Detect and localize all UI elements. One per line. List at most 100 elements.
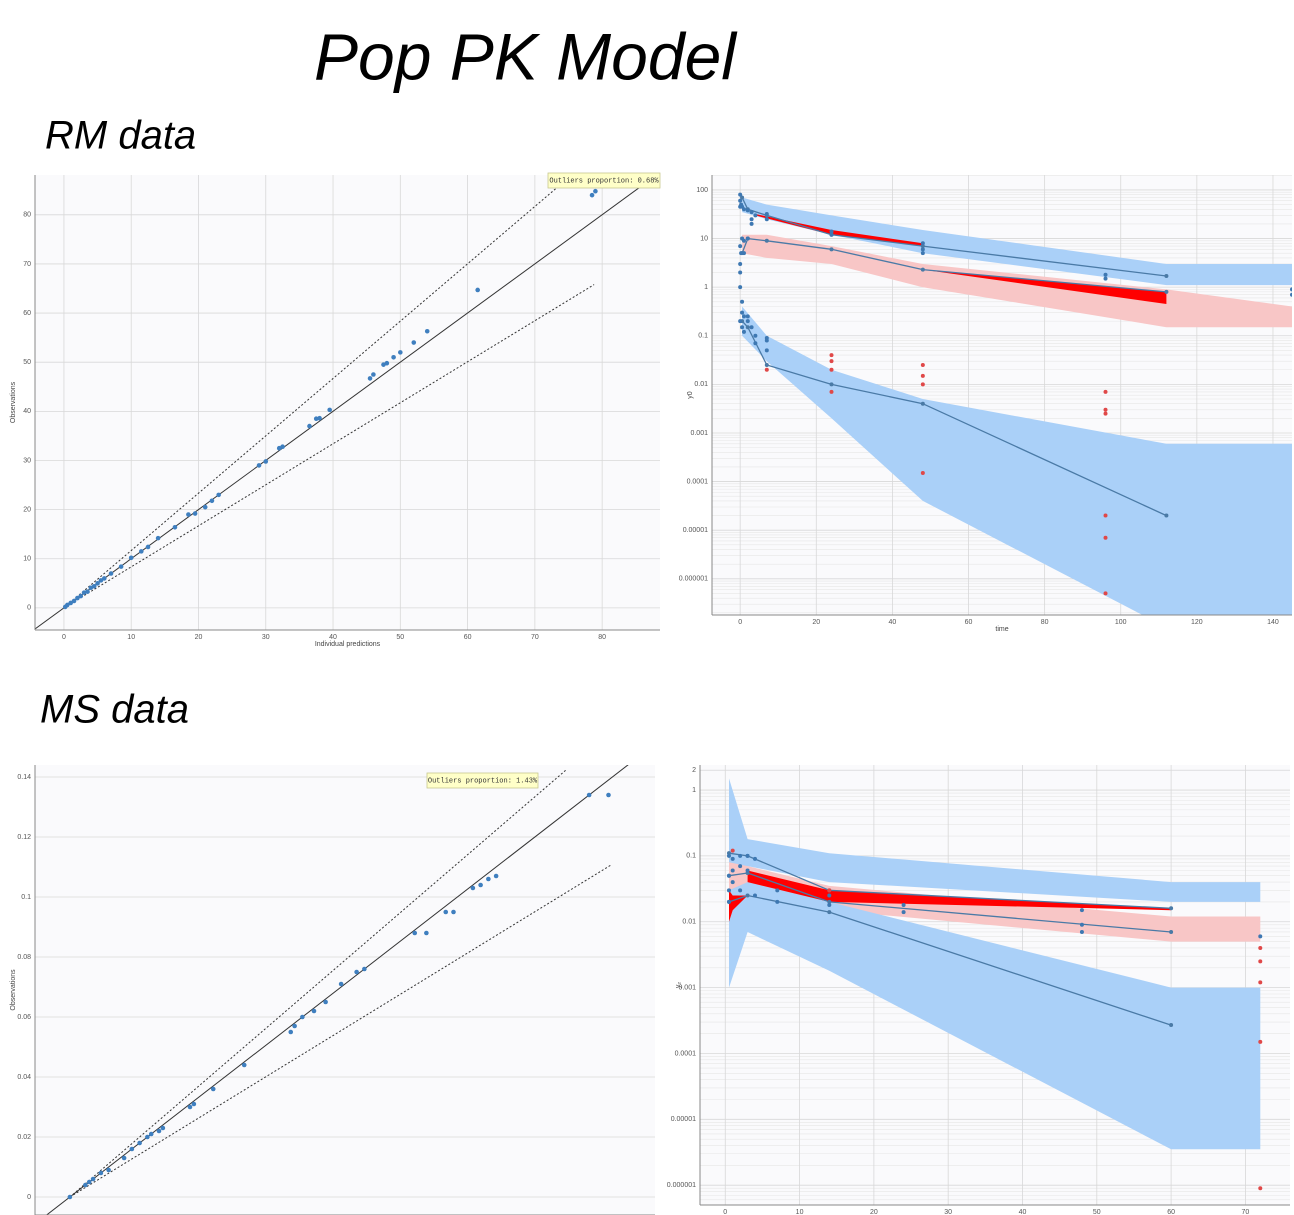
prediction-band	[922, 269, 1167, 304]
observation	[738, 888, 743, 893]
y-tick-label: 0.1	[698, 333, 708, 340]
observation	[829, 359, 834, 364]
observation	[726, 853, 731, 858]
x-tick-label: 70	[531, 634, 539, 641]
x-tick-label: 60	[464, 634, 472, 641]
x-tick-label: 0	[62, 634, 66, 641]
observation	[901, 910, 906, 915]
percentile-point	[1164, 273, 1169, 278]
observation	[726, 899, 731, 904]
prediction-band	[747, 870, 1172, 911]
data-point	[145, 1134, 150, 1140]
plot-area	[35, 765, 655, 1215]
observation	[739, 251, 744, 256]
section-label: MS data	[40, 688, 189, 732]
data-point	[209, 498, 215, 504]
percentile-point	[1169, 929, 1174, 934]
prediction-band	[729, 778, 1261, 902]
percentile-point	[920, 401, 925, 406]
y-tick-label: 0	[27, 1194, 31, 1201]
data-point	[108, 571, 114, 576]
data-point	[86, 1179, 92, 1185]
x-tick-label: 60	[1167, 1209, 1175, 1215]
data-point	[486, 876, 491, 882]
data-point	[391, 354, 396, 360]
prediction-band	[742, 197, 1292, 286]
observation	[741, 314, 746, 319]
observation	[745, 319, 750, 324]
percentile-point	[827, 899, 832, 904]
observation	[920, 382, 925, 387]
data-point	[91, 583, 97, 589]
observation	[745, 208, 750, 213]
observation	[1103, 389, 1108, 394]
reference-line	[69, 864, 612, 1198]
data-point	[606, 792, 611, 798]
observation	[741, 251, 746, 256]
y-tick-label: 1	[692, 787, 696, 794]
reference-line	[69, 769, 567, 1198]
observation	[1290, 287, 1292, 292]
data-point	[186, 512, 191, 517]
data-point	[106, 1167, 111, 1173]
reference-line	[63, 284, 595, 609]
data-point	[128, 555, 134, 561]
observation	[741, 238, 746, 243]
data-point	[292, 1023, 297, 1029]
data-point	[586, 792, 592, 798]
annotation: Outliers proportion: 1.43%	[428, 777, 538, 785]
observation	[1258, 945, 1263, 950]
data-point	[263, 459, 269, 464]
observation	[1258, 1186, 1263, 1191]
observation	[1103, 591, 1108, 596]
y-tick-label: 60	[23, 310, 31, 317]
y-tick-label: 10	[23, 556, 31, 563]
x-tick-label: 40	[1019, 1209, 1027, 1215]
percentile-point	[764, 238, 769, 243]
prediction-band	[742, 306, 1292, 615]
slide-title: Pop PK Model	[314, 19, 738, 93]
data-point	[424, 930, 429, 936]
observation	[726, 888, 731, 893]
observation	[829, 353, 834, 358]
data-point	[478, 882, 483, 888]
data-point	[367, 376, 373, 381]
observation	[829, 389, 834, 394]
observation	[901, 902, 906, 907]
plot-area	[35, 175, 660, 630]
observation	[738, 244, 743, 249]
observation	[730, 848, 735, 853]
y-tick-label: 70	[23, 261, 31, 268]
y-tick-label: 0.000001	[667, 1182, 696, 1189]
data-point	[85, 589, 90, 594]
observation	[730, 880, 735, 885]
data-point	[98, 578, 104, 583]
data-point	[313, 416, 319, 422]
observation	[745, 314, 750, 319]
x-tick-label: 30	[944, 1209, 952, 1215]
prediction-band	[729, 890, 748, 922]
percentile-point	[745, 893, 750, 898]
observation	[738, 285, 743, 290]
data-point	[354, 969, 359, 975]
x-tick-label: 80	[1041, 619, 1049, 626]
data-point	[90, 1176, 96, 1182]
observation	[738, 198, 743, 203]
observation	[740, 310, 745, 315]
observation	[920, 241, 925, 246]
observation	[753, 333, 758, 338]
observation	[1103, 407, 1108, 412]
observation	[752, 856, 757, 861]
plot-content	[35, 175, 660, 630]
data-point	[338, 981, 344, 987]
observation	[745, 868, 750, 873]
chart: 0 10 20 30 40 50 60 70 80 0 10 20 30 40 50 60 70 80 Indivi…	[10, 172, 661, 648]
y-tick-label: 0.01	[694, 381, 708, 388]
data-point	[129, 1146, 135, 1152]
observation	[745, 853, 750, 858]
observation	[920, 373, 925, 378]
percentile-point	[1169, 1023, 1174, 1028]
reference-line	[35, 175, 658, 630]
data-point	[362, 966, 367, 972]
